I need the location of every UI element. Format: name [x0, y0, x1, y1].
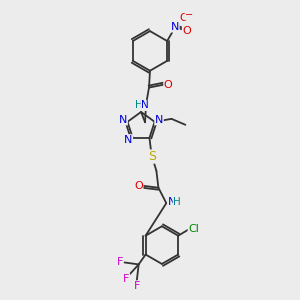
Text: N: N	[155, 115, 163, 125]
Text: F: F	[123, 274, 130, 284]
Text: N: N	[124, 135, 133, 145]
Text: Cl: Cl	[188, 224, 199, 234]
Text: O: O	[179, 13, 188, 23]
Text: F: F	[117, 257, 123, 267]
Text: N: N	[119, 115, 127, 125]
Text: S: S	[148, 150, 156, 163]
Text: F: F	[134, 281, 140, 291]
Text: O: O	[182, 26, 191, 36]
Text: O: O	[134, 181, 143, 191]
Text: O: O	[164, 80, 172, 90]
Text: H: H	[173, 197, 181, 207]
Text: N: N	[171, 22, 179, 32]
Text: N: N	[168, 197, 176, 207]
Text: −: −	[185, 10, 194, 20]
Text: N: N	[141, 100, 149, 110]
Text: H: H	[135, 100, 142, 110]
